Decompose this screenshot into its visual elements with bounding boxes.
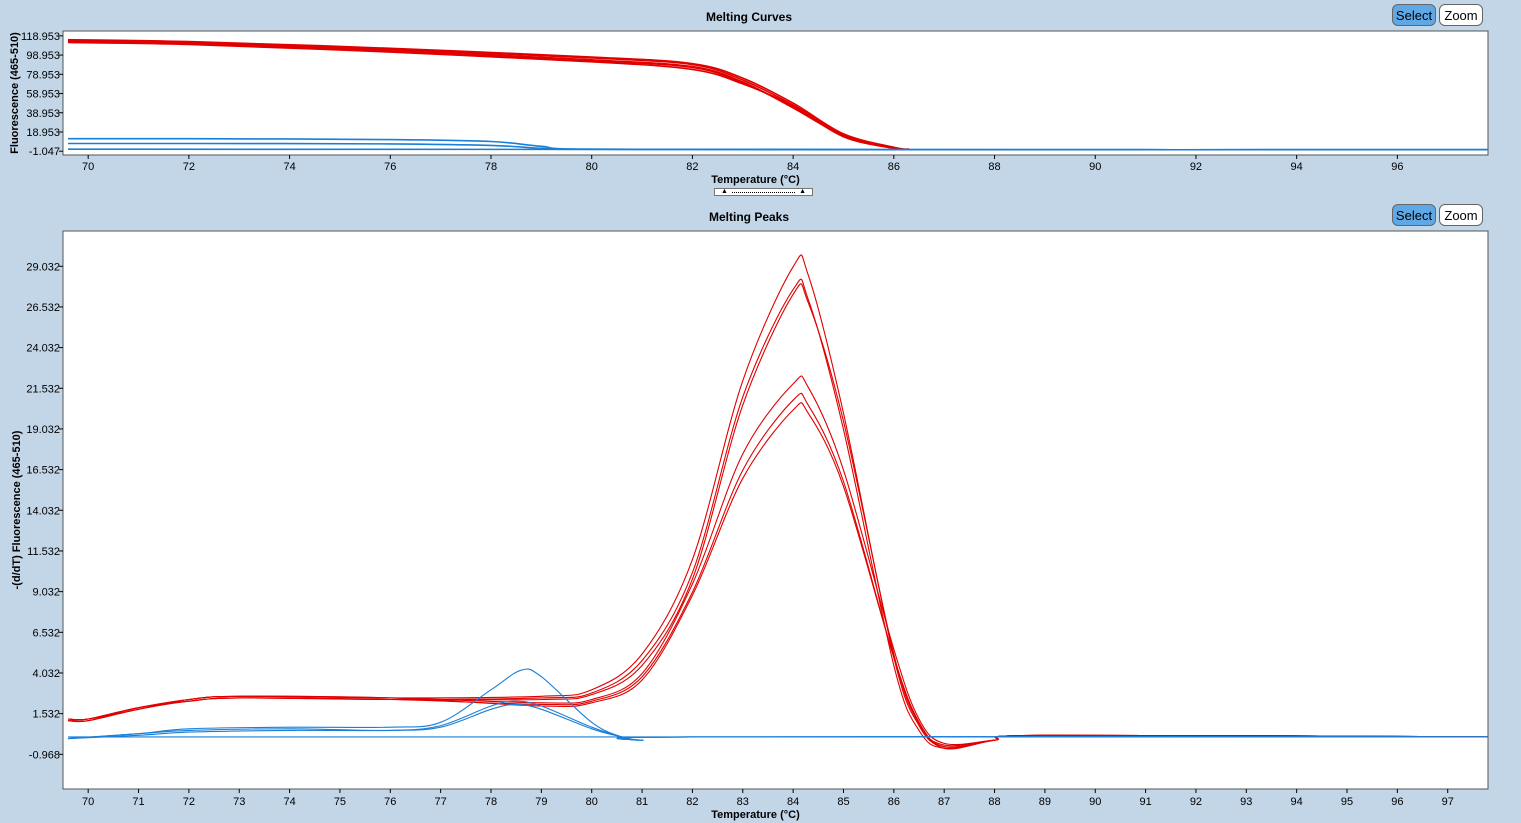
- curves-negative-series-line[interactable]: [67, 148, 1488, 151]
- curves-x-tick-label: 78: [485, 161, 497, 173]
- peaks-y-tick-label: 29.032: [26, 261, 60, 273]
- curves-x-tick-label: 96: [1391, 161, 1403, 173]
- curves-positive-series-line[interactable]: [67, 40, 909, 151]
- peaks-x-tick-label: 97: [1442, 796, 1454, 808]
- peaks-x-tick-label: 77: [435, 796, 447, 808]
- peaks-x-tick-label: 94: [1291, 796, 1303, 808]
- curves-x-tick-label: 74: [283, 161, 295, 173]
- curves-x-axis-title: Temperature (°C): [711, 174, 800, 186]
- peaks-x-tick-label: 73: [233, 796, 245, 808]
- curves-x-tick-label: 82: [686, 161, 698, 173]
- peaks-x-tick-label: 92: [1190, 796, 1202, 808]
- peaks-x-tick-label: 87: [938, 796, 950, 808]
- bottom-select-button[interactable]: Select: [1392, 204, 1436, 226]
- curves-positive-series-line[interactable]: [67, 41, 909, 151]
- melting-curves-chart[interactable]: 70 72 74 76 78 80 82 84 86 88 90 92 94 96 118.953 98.95…: [0, 0, 1521, 200]
- curves-positive-series-line[interactable]: [67, 38, 909, 150]
- peaks-x-tick-label: 80: [586, 796, 598, 808]
- peaks-y-tick-label: -0.968: [29, 749, 60, 761]
- peaks-x-tick-label: 81: [636, 796, 648, 808]
- curves-y-axis-title: Fluorescence (465-510): [9, 32, 21, 154]
- peaks-x-tick-label: 76: [384, 796, 396, 808]
- peaks-x-tick-label: 84: [787, 796, 799, 808]
- peaks-x-tick-label: 88: [988, 796, 1000, 808]
- peaks-y-tick-label: 14.032: [26, 505, 60, 517]
- peaks-x-tick-label: 90: [1089, 796, 1101, 808]
- panel-splitter[interactable]: ▲ ▲: [714, 188, 813, 196]
- curves-x-tick-label: 86: [888, 161, 900, 173]
- top-select-button[interactable]: Select: [1392, 4, 1436, 26]
- peaks-positive-series-line[interactable]: [67, 402, 1488, 750]
- melting-curves-title: Melting Curves: [705, 10, 792, 24]
- peaks-x-tick-label: 83: [737, 796, 749, 808]
- splitter-down-arrow[interactable]: ▲: [799, 188, 806, 195]
- peaks-x-tick-label: 75: [334, 796, 346, 808]
- peaks-x-axis-title: Temperature (°C): [711, 809, 800, 821]
- curves-x-tick-label: 70: [82, 161, 94, 173]
- peaks-y-tick-label: 11.532: [27, 546, 60, 558]
- peaks-x-tick-label: 74: [283, 796, 295, 808]
- curves-x-tick-label: 92: [1190, 161, 1202, 173]
- peaks-y-tick-label: 26.532: [26, 302, 60, 314]
- curves-y-tick-label: 118.953: [21, 31, 60, 43]
- peaks-x-tick-label: 89: [1039, 796, 1051, 808]
- peaks-y-tick-label: 6.532: [32, 627, 60, 639]
- top-zoom-button[interactable]: Zoom: [1439, 4, 1483, 26]
- peaks-x-tick-label: 96: [1391, 796, 1403, 808]
- peaks-y-tick-label: 21.532: [26, 383, 60, 395]
- curves-x-tick-label: 88: [988, 161, 1000, 173]
- peaks-x-tick-label: 93: [1240, 796, 1252, 808]
- peaks-x-tick-label: 72: [183, 796, 195, 808]
- curves-x-tick-label: 76: [384, 161, 396, 173]
- curves-x-tick-label: 84: [787, 161, 799, 173]
- melting-peaks-title: Melting Peaks: [708, 210, 790, 224]
- peaks-y-tick-label: 4.032: [32, 668, 60, 680]
- splitter-grip[interactable]: [731, 191, 796, 193]
- splitter-up-arrow[interactable]: ▲: [721, 188, 728, 195]
- peaks-y-tick-label: 9.032: [32, 587, 60, 599]
- peaks-x-tick-label: 95: [1341, 796, 1353, 808]
- peaks-x-tick-label: 91: [1139, 796, 1151, 808]
- peaks-x-tick-label: 70: [82, 796, 94, 808]
- curves-x-tick-label: 72: [183, 161, 195, 173]
- peaks-y-tick-label: 16.532: [26, 465, 60, 477]
- peaks-x-tick-label: 78: [485, 796, 497, 808]
- peaks-x-tick-label: 86: [888, 796, 900, 808]
- curves-y-tick-label: 58.953: [26, 89, 60, 101]
- peaks-x-tick-label: 79: [535, 796, 547, 808]
- bottom-zoom-button[interactable]: Zoom: [1439, 204, 1483, 226]
- peaks-y-tick-label: 1.532: [32, 709, 60, 721]
- curves-y-tick-label: 98.953: [26, 50, 60, 62]
- peaks-x-tick-label: 82: [686, 796, 698, 808]
- curves-y-tick-label: 38.953: [26, 108, 60, 120]
- curves-y-tick-label: 18.953: [26, 127, 60, 139]
- peaks-x-tick-label: 85: [837, 796, 849, 808]
- peaks-y-tick-label: 24.032: [26, 343, 60, 355]
- curves-y-tick-label: 78.953: [26, 69, 60, 81]
- curves-x-tick-label: 80: [586, 161, 598, 173]
- peaks-x-tick-label: 71: [132, 796, 144, 808]
- peaks-y-tick-label: 19.032: [26, 424, 60, 436]
- curves-y-tick-label: -1.047: [29, 146, 60, 158]
- curves-x-tick-label: 90: [1089, 161, 1101, 173]
- curves-x-tick-label: 94: [1291, 161, 1303, 173]
- peaks-y-axis-title: -(d/dT) Fluorescence (465-510): [11, 430, 23, 589]
- peaks-plot-area[interactable]: [62, 230, 1489, 790]
